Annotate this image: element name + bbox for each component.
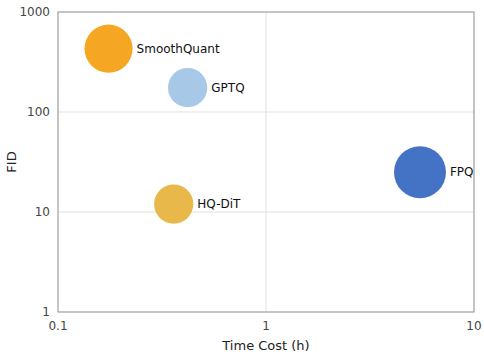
chart-container: 0.11101101001000SmoothQuantGPTQHQ-DiTFPQ… bbox=[0, 0, 484, 360]
y-tick-label: 10 bbox=[35, 205, 50, 219]
bubble bbox=[84, 25, 132, 73]
y-tick-label: 100 bbox=[27, 105, 50, 119]
x-tick-label: 1 bbox=[262, 319, 270, 333]
bubble bbox=[168, 68, 207, 107]
y-tick-label: 1000 bbox=[19, 5, 50, 19]
x-axis-label: Time Cost (h) bbox=[221, 338, 309, 353]
y-grid-line bbox=[58, 112, 474, 113]
bubble-label: SmoothQuant bbox=[137, 42, 220, 56]
bubbles bbox=[84, 25, 445, 224]
bubble-label: HQ-DiT bbox=[197, 197, 241, 211]
bubble-label: GPTQ bbox=[211, 81, 244, 95]
y-axis-label: FID bbox=[4, 151, 19, 172]
x-tick-label: 0.1 bbox=[48, 319, 67, 333]
y-grid-line bbox=[58, 212, 474, 213]
chart: 0.11101101001000SmoothQuantGPTQHQ-DiTFPQ… bbox=[0, 0, 484, 360]
x-grid-line bbox=[266, 12, 267, 312]
bubble bbox=[154, 184, 193, 223]
x-tick-label: 10 bbox=[466, 319, 481, 333]
bubble-label: FPQ bbox=[450, 165, 474, 179]
y-tick-label: 1 bbox=[42, 305, 50, 319]
plot-frame bbox=[58, 12, 474, 312]
grid bbox=[58, 12, 474, 312]
bubble bbox=[394, 146, 446, 198]
